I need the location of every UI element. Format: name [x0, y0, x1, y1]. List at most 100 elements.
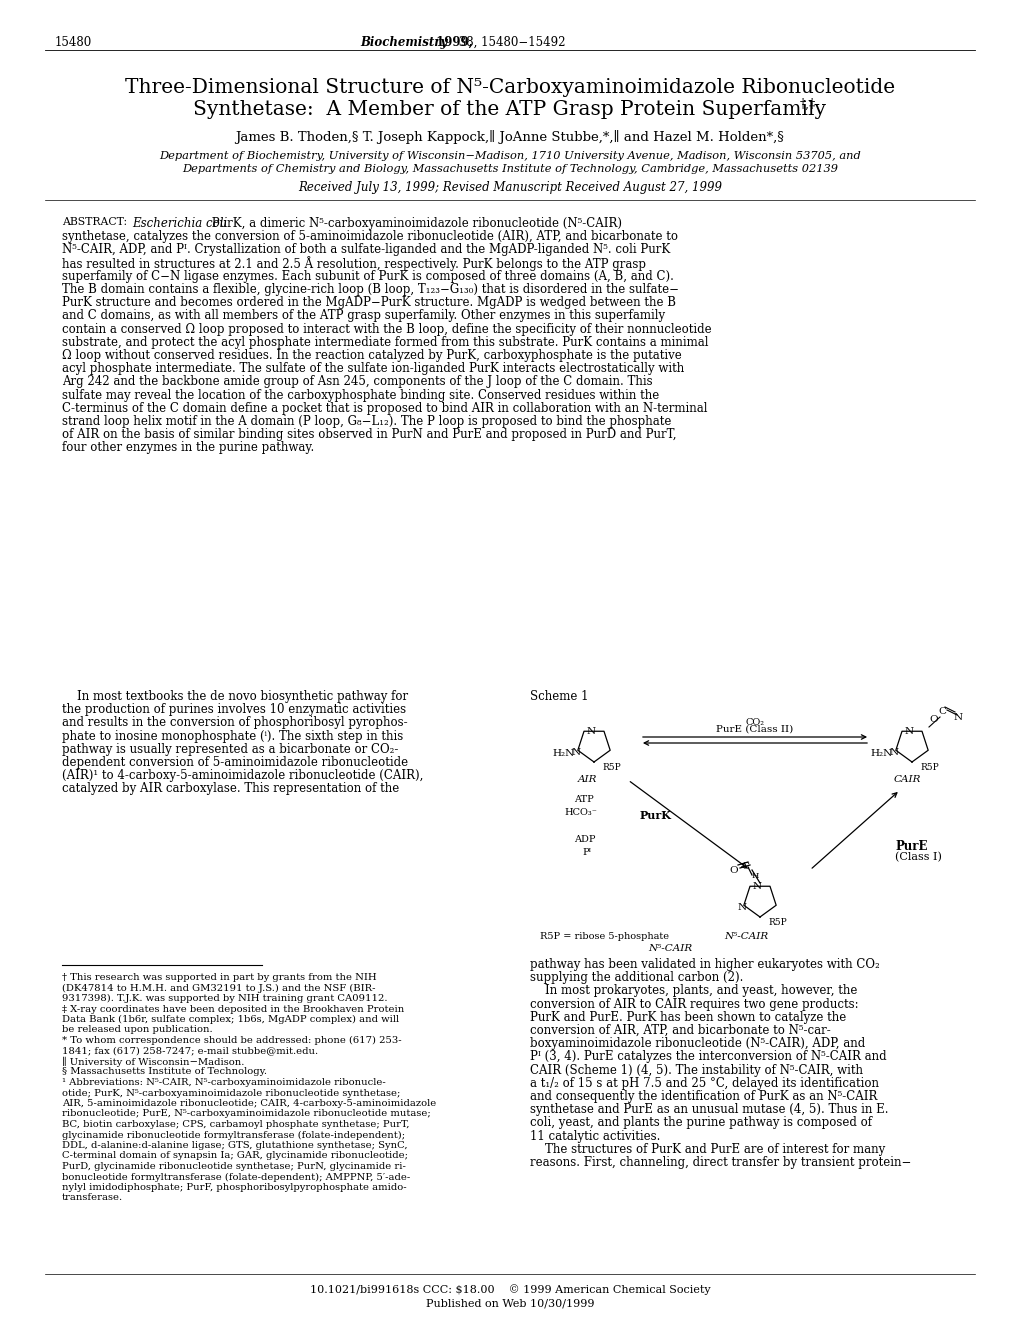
- Text: and consequently the identification of PurK as an Ν⁵-CAIR: and consequently the identification of P…: [530, 1090, 876, 1104]
- Text: ribonucleotide; PurE, Ν⁵-carboxyaminoimidazole ribonucleotide mutase;: ribonucleotide; PurE, Ν⁵-carboxyaminoimi…: [62, 1110, 430, 1118]
- Text: N: N: [737, 903, 746, 912]
- Text: 38, 15480−15492: 38, 15480−15492: [454, 36, 565, 49]
- Text: R5P: R5P: [767, 917, 786, 927]
- Text: contain a conserved Ω loop proposed to interact with the B loop, define the spec: contain a conserved Ω loop proposed to i…: [62, 322, 711, 335]
- Text: AIR: AIR: [578, 775, 597, 784]
- Text: CAIR: CAIR: [893, 775, 920, 784]
- Text: and C domains, as with all members of the ATP grasp superfamily. Other enzymes i: and C domains, as with all members of th…: [62, 309, 664, 322]
- Text: and results in the conversion of phosphoribosyl pyrophos-: and results in the conversion of phospho…: [62, 717, 408, 730]
- Text: Ν⁵-CAIR: Ν⁵-CAIR: [647, 944, 692, 953]
- Text: reasons. First, channeling, direct transfer by transient protein−: reasons. First, channeling, direct trans…: [530, 1156, 911, 1170]
- Text: bonucleotide formyltransferase (folate-dependent); AMPPNP, 5′-ade-: bonucleotide formyltransferase (folate-d…: [62, 1172, 410, 1181]
- Text: PurE: PurE: [894, 840, 926, 853]
- Text: BC, biotin carboxylase; CPS, carbamoyl phosphate synthetase; PurT,: BC, biotin carboxylase; CPS, carbamoyl p…: [62, 1119, 409, 1129]
- Text: the production of purines involves 10 enzymatic activities: the production of purines involves 10 en…: [62, 704, 406, 717]
- Text: otide; PurK, Ν⁵-carboxyaminoimidazole ribonucleotide synthetase;: otide; PurK, Ν⁵-carboxyaminoimidazole ri…: [62, 1089, 400, 1097]
- Text: glycinamide ribonucleotide formyltransferase (folate-independent);: glycinamide ribonucleotide formyltransfe…: [62, 1130, 405, 1139]
- Text: of AIR on the basis of similar binding sites observed in PurN and PurE and propo: of AIR on the basis of similar binding s…: [62, 428, 676, 441]
- Text: pathway is usually represented as a bicarbonate or CO₂-: pathway is usually represented as a bica…: [62, 743, 398, 756]
- Text: coli, yeast, and plants the purine pathway is composed of: coli, yeast, and plants the purine pathw…: [530, 1117, 871, 1130]
- Text: H₂N: H₂N: [869, 748, 892, 758]
- Text: be released upon publication.: be released upon publication.: [62, 1026, 212, 1035]
- Text: Published on Web 10/30/1999: Published on Web 10/30/1999: [425, 1298, 594, 1308]
- Text: Received July 13, 1999; Revised Manuscript Received August 27, 1999: Received July 13, 1999; Revised Manuscri…: [298, 181, 721, 194]
- Text: * To whom correspondence should be addressed: phone (617) 253-: * To whom correspondence should be addre…: [62, 1036, 401, 1045]
- Text: N: N: [571, 748, 580, 756]
- Text: PurK, a dimeric Ν⁵-carboxyaminoimidazole ribonucleotide (Ν⁵-CAIR): PurK, a dimeric Ν⁵-carboxyaminoimidazole…: [208, 216, 622, 230]
- Text: C: C: [937, 708, 945, 715]
- Text: (AIR)¹ to 4-carboxy-5-aminoimidazole ribonucleotide (CAIR),: (AIR)¹ to 4-carboxy-5-aminoimidazole rib…: [62, 770, 423, 783]
- Text: In most prokaryotes, plants, and yeast, however, the: In most prokaryotes, plants, and yeast, …: [530, 985, 857, 998]
- Text: O: O: [729, 866, 738, 875]
- Text: PurK and PurE. PurK has been shown to catalyze the: PurK and PurE. PurK has been shown to ca…: [530, 1011, 846, 1024]
- Text: Biochemistry: Biochemistry: [360, 36, 447, 49]
- Text: PurK structure and becomes ordered in the MgADP−PurK structure. MgADP is wedged : PurK structure and becomes ordered in th…: [62, 296, 676, 309]
- Text: conversion of AIR, ATP, and bicarbonate to Ν⁵-car-: conversion of AIR, ATP, and bicarbonate …: [530, 1024, 829, 1038]
- Text: O: O: [928, 715, 937, 723]
- Text: sulfate may reveal the location of the carboxyphosphate binding site. Conserved : sulfate may reveal the location of the c…: [62, 388, 658, 401]
- Text: HCO₃⁻: HCO₃⁻: [564, 808, 596, 817]
- Text: pathway has been validated in higher eukaryotes with CO₂: pathway has been validated in higher euk…: [530, 958, 878, 972]
- Text: The structures of PurK and PurE are of interest for many: The structures of PurK and PurE are of i…: [530, 1143, 884, 1156]
- Text: †,‡: †,‡: [799, 98, 815, 111]
- Text: 15480: 15480: [55, 36, 92, 49]
- Text: substrate, and protect the acyl phosphate intermediate formed from this substrat: substrate, and protect the acyl phosphat…: [62, 335, 708, 348]
- Text: superfamily of C−N ligase enzymes. Each subunit of PurK is composed of three dom: superfamily of C−N ligase enzymes. Each …: [62, 269, 674, 282]
- Text: catalyzed by AIR carboxylase. This representation of the: catalyzed by AIR carboxylase. This repre…: [62, 783, 398, 796]
- Text: four other enzymes in the purine pathway.: four other enzymes in the purine pathway…: [62, 441, 314, 454]
- Text: R5P: R5P: [601, 763, 621, 772]
- Text: The B domain contains a flexible, glycine-rich loop (B loop, T₁₂₃−G₁₃₀) that is : The B domain contains a flexible, glycin…: [62, 282, 679, 296]
- Text: Pᴵ (3, 4). PurE catalyzes the interconversion of Ν⁵-CAIR and: Pᴵ (3, 4). PurE catalyzes the interconve…: [530, 1051, 886, 1064]
- Text: N: N: [904, 727, 913, 737]
- Text: Departments of Chemistry and Biology, Massachusetts Institute of Technology, Cam: Departments of Chemistry and Biology, Ma…: [181, 164, 838, 174]
- Text: boxyaminoimidazole ribonucleotide (Ν⁵-CAIR), ADP, and: boxyaminoimidazole ribonucleotide (Ν⁵-CA…: [530, 1038, 864, 1051]
- Text: C-terminal domain of synapsin Ia; GAR, glycinamide ribonucleotide;: C-terminal domain of synapsin Ia; GAR, g…: [62, 1151, 408, 1160]
- Text: ¹ Abbreviations: Ν⁵-CAIR, Ν⁵-carboxyaminoimidazole ribonucle-: ¹ Abbreviations: Ν⁵-CAIR, Ν⁵-carboxyamin…: [62, 1078, 385, 1086]
- Text: (Class I): (Class I): [894, 851, 941, 862]
- Text: Escherichia coli: Escherichia coli: [131, 216, 227, 230]
- Text: N: N: [752, 882, 761, 891]
- Text: 10.1021/bi991618s CCC: $18.00    © 1999 American Chemical Society: 10.1021/bi991618s CCC: $18.00 © 1999 Ame…: [310, 1284, 709, 1295]
- Text: a t₁/₂ of 15 s at pH 7.5 and 25 °C, delayed its identification: a t₁/₂ of 15 s at pH 7.5 and 25 °C, dela…: [530, 1077, 878, 1090]
- Text: 11 catalytic activities.: 11 catalytic activities.: [530, 1130, 659, 1143]
- Text: In most textbooks the de novo biosynthetic pathway for: In most textbooks the de novo biosynthet…: [62, 690, 408, 704]
- Text: transferase.: transferase.: [62, 1193, 123, 1203]
- Text: phate to inosine monophosphate (ⁱ). The sixth step in this: phate to inosine monophosphate (ⁱ). The …: [62, 730, 403, 743]
- Text: Ν⁵-CAIR: Ν⁵-CAIR: [723, 932, 767, 941]
- Text: conversion of AIR to CAIR requires two gene products:: conversion of AIR to CAIR requires two g…: [530, 998, 858, 1011]
- Text: N: N: [953, 713, 962, 722]
- Text: C: C: [740, 862, 748, 871]
- Text: synthetase and PurE as an unusual mutase (4, 5). Thus in E.: synthetase and PurE as an unusual mutase…: [530, 1104, 888, 1117]
- Text: acyl phosphate intermediate. The sulfate of the sulfate ion-liganded PurK intera: acyl phosphate intermediate. The sulfate…: [62, 362, 684, 375]
- Text: ABSTRACT:: ABSTRACT:: [62, 216, 127, 227]
- Text: C-terminus of the C domain define a pocket that is proposed to bind AIR in colla: C-terminus of the C domain define a pock…: [62, 401, 707, 414]
- Text: PurD, glycinamide ribonucleotide synthetase; PurN, glycinamide ri-: PurD, glycinamide ribonucleotide synthet…: [62, 1162, 406, 1171]
- Text: PurE (Class II): PurE (Class II): [715, 725, 793, 734]
- Text: 1999,: 1999,: [432, 36, 472, 49]
- Text: PurK: PurK: [639, 810, 672, 821]
- Text: H: H: [751, 873, 758, 880]
- Text: synthetase, catalyzes the conversion of 5-aminoimidazole ribonucleotide (AIR), A: synthetase, catalyzes the conversion of …: [62, 230, 678, 243]
- Text: dependent conversion of 5-aminoimidazole ribonucleotide: dependent conversion of 5-aminoimidazole…: [62, 756, 408, 770]
- Text: N: N: [889, 748, 898, 756]
- Text: has resulted in structures at 2.1 and 2.5 Å resolution, respectively. PurK belon: has resulted in structures at 2.1 and 2.…: [62, 256, 645, 272]
- Text: N: N: [586, 727, 595, 737]
- Text: Arg 242 and the backbone amide group of Asn 245, components of the J loop of the: Arg 242 and the backbone amide group of …: [62, 375, 652, 388]
- Text: 1841; fax (617) 258-7247; e-mail stubbe@mit.edu.: 1841; fax (617) 258-7247; e-mail stubbe@…: [62, 1047, 318, 1056]
- Text: supplying the additional carbon (2).: supplying the additional carbon (2).: [530, 972, 743, 985]
- Text: Data Bank (1b6r, sulfate complex; 1b6s, MgADP complex) and will: Data Bank (1b6r, sulfate complex; 1b6s, …: [62, 1015, 398, 1024]
- Text: R5P: R5P: [919, 763, 937, 772]
- Text: ‡ X-ray coordinates have been deposited in the Brookhaven Protein: ‡ X-ray coordinates have been deposited …: [62, 1005, 404, 1014]
- Text: Department of Biochemistry, University of Wisconsin−Madison, 1710 University Ave: Department of Biochemistry, University o…: [159, 150, 860, 161]
- Text: Pᴵ: Pᴵ: [582, 847, 590, 857]
- Text: Scheme 1: Scheme 1: [530, 690, 588, 704]
- Text: strand loop helix motif in the A domain (P loop, G₈−L₁₂). The P loop is proposed: strand loop helix motif in the A domain …: [62, 414, 671, 428]
- Text: H₂N: H₂N: [551, 748, 574, 758]
- Text: Ν⁵-CAIR, ADP, and Pᴵ. Crystallization of both a sulfate-liganded and the MgADP-l: Ν⁵-CAIR, ADP, and Pᴵ. Crystallization of…: [62, 243, 669, 256]
- Text: James B. Thoden,§ T. Joseph Kappock,∥ JoAnne Stubbe,*,∥ and Hazel M. Holden*,§: James B. Thoden,§ T. Joseph Kappock,∥ Jo…: [235, 129, 784, 144]
- Text: ADP: ADP: [574, 836, 595, 843]
- Text: CO₂: CO₂: [745, 718, 764, 727]
- Text: DDL, d-alanine:d-alanine ligase; GTS, glutathione synthetase; SynC,: DDL, d-alanine:d-alanine ligase; GTS, gl…: [62, 1140, 408, 1150]
- Text: Synthetase:  A Member of the ATP Grasp Protein Superfamily: Synthetase: A Member of the ATP Grasp Pr…: [194, 100, 825, 119]
- Text: Ω loop without conserved residues. In the reaction catalyzed by PurK, carboxypho: Ω loop without conserved residues. In th…: [62, 348, 681, 362]
